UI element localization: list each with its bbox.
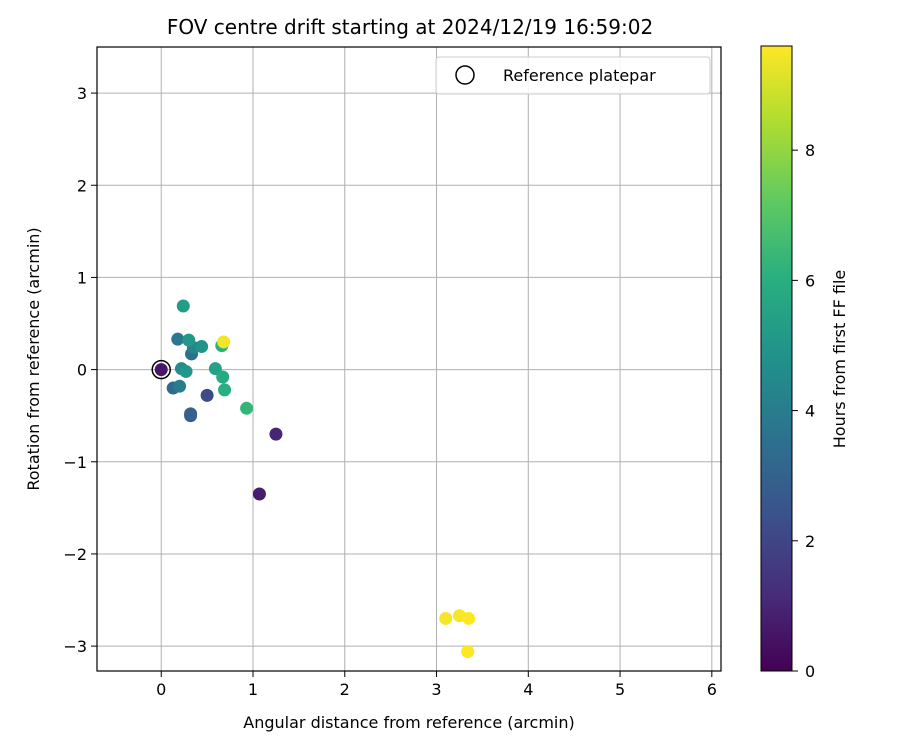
data-point	[461, 645, 475, 659]
data-point	[184, 407, 198, 421]
y-axis-ticks: −3 −2 −1 0 1 2 3	[63, 84, 97, 656]
legend-reference-icon	[455, 65, 475, 85]
y-tick-label: 1	[77, 268, 87, 287]
data-point	[439, 611, 453, 625]
x-axis-ticks: 0 1 2 3 4 5 6	[156, 671, 717, 699]
colorbar: 0 2 4 6 8 Hours from first FF file	[760, 45, 849, 681]
colorbar-tick-label: 6	[805, 271, 815, 290]
plot-frame	[96, 46, 722, 672]
data-point	[218, 383, 232, 397]
y-tick-label: 0	[77, 361, 87, 380]
legend-label-reference: Reference platepar	[503, 66, 656, 85]
x-tick-label: 5	[615, 680, 625, 699]
y-tick-label: −1	[63, 453, 87, 472]
data-point	[176, 299, 190, 313]
data-point	[154, 363, 168, 377]
data-point	[216, 370, 230, 384]
x-tick-label: 0	[156, 680, 166, 699]
colorbar-tick-label: 0	[805, 662, 815, 681]
data-point	[240, 401, 254, 415]
x-axis-label: Angular distance from reference (arcmin)	[243, 713, 574, 732]
colorbar-ticks: 0 2 4 6 8	[792, 141, 815, 681]
data-point	[179, 364, 193, 378]
x-tick-label: 3	[431, 680, 441, 699]
data-point	[462, 611, 476, 625]
colorbar-tick-label: 4	[805, 402, 815, 421]
colorbar-tick-label: 2	[805, 532, 815, 551]
y-tick-label: 3	[77, 84, 87, 103]
legend-box	[435, 56, 711, 95]
y-tick-label: −2	[63, 545, 87, 564]
data-point	[217, 335, 231, 349]
data-point	[182, 333, 196, 347]
data-point	[171, 332, 185, 346]
data-point	[173, 379, 187, 393]
data-point	[252, 487, 266, 501]
data-points	[154, 299, 476, 659]
colorbar-gradient	[760, 45, 793, 672]
x-tick-label: 4	[523, 680, 533, 699]
x-tick-label: 2	[340, 680, 350, 699]
data-point	[200, 388, 214, 402]
colorbar-label: Hours from first FF file	[830, 270, 849, 449]
chart-title: FOV centre drift starting at 2024/12/19 …	[167, 15, 653, 39]
legend: Reference platepar	[435, 56, 711, 95]
data-point	[269, 427, 283, 441]
colorbar-tick-label: 8	[805, 141, 815, 160]
y-tick-label: −3	[63, 637, 87, 656]
y-axis-label: Rotation from reference (arcmin)	[24, 227, 43, 490]
reference-platepar-marker	[151, 359, 171, 380]
x-tick-label: 6	[707, 680, 717, 699]
x-tick-label: 1	[248, 680, 258, 699]
y-tick-label: 2	[77, 176, 87, 195]
reference-marker	[151, 359, 171, 380]
data-point	[195, 340, 209, 354]
